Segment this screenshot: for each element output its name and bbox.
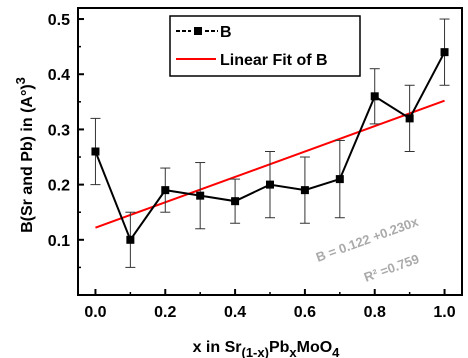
x-tick-label: 0.2 — [154, 304, 176, 321]
data-point-b — [300, 186, 309, 195]
x-axis-label: x in Sr(1-x)PbxMoO4 — [193, 339, 341, 358]
legend-label-fit: Linear Fit of B — [220, 52, 328, 69]
data-point-b — [440, 48, 449, 57]
data-point-b — [370, 92, 379, 101]
legend-b-marker — [194, 27, 202, 35]
data-point-b — [196, 191, 205, 200]
y-tick-label: 0.4 — [48, 67, 70, 84]
data-point-b — [126, 235, 135, 244]
data-point-b — [231, 197, 240, 206]
r-squared-annotation: R² =0.759 — [362, 251, 421, 285]
y-axis-label-main: B(Sr and Pb) in (A°) — [19, 84, 36, 233]
data-point-b — [266, 180, 274, 189]
x-tick-label: 0.8 — [364, 304, 386, 321]
x-axis-label-sub1: (1-x) — [241, 345, 268, 358]
x-axis-label-sub2: x — [289, 345, 297, 358]
series-layer — [91, 48, 449, 244]
x-axis-label-mid: Pb — [269, 339, 290, 356]
data-point-b — [161, 186, 170, 195]
legend: B Linear Fit of B — [169, 15, 361, 77]
y-tick-label: 0.1 — [48, 233, 70, 250]
x-axis-label-prefix: x in Sr — [193, 339, 242, 356]
legend-label-b: B — [220, 24, 232, 41]
x-tick-label: 0.0 — [84, 304, 106, 321]
data-point-b — [335, 175, 344, 184]
y-tick-label: 0.5 — [48, 12, 70, 29]
y-tick-label: 0.2 — [48, 178, 70, 195]
y-axis-label-sup: 3 — [13, 77, 28, 84]
legend-box — [169, 15, 361, 77]
x-tick-label: 0.4 — [224, 304, 246, 321]
y-tick-label: 0.3 — [48, 122, 70, 139]
y-axis-label: B(Sr and Pb) in (A°)3 — [13, 77, 36, 233]
x-axis-label-suffix: MoO — [297, 339, 333, 356]
ticks-layer: 0.0 0.2 0.4 0.6 0.8 1.0 0.1 0.2 0.3 0.4 0.5 — [48, 12, 456, 321]
x-tick-label: 1.0 — [433, 304, 455, 321]
x-tick-label: 0.6 — [294, 304, 316, 321]
data-point-b — [405, 114, 414, 123]
data-point-b — [91, 147, 100, 156]
x-axis-label-sub3: 4 — [332, 345, 340, 358]
